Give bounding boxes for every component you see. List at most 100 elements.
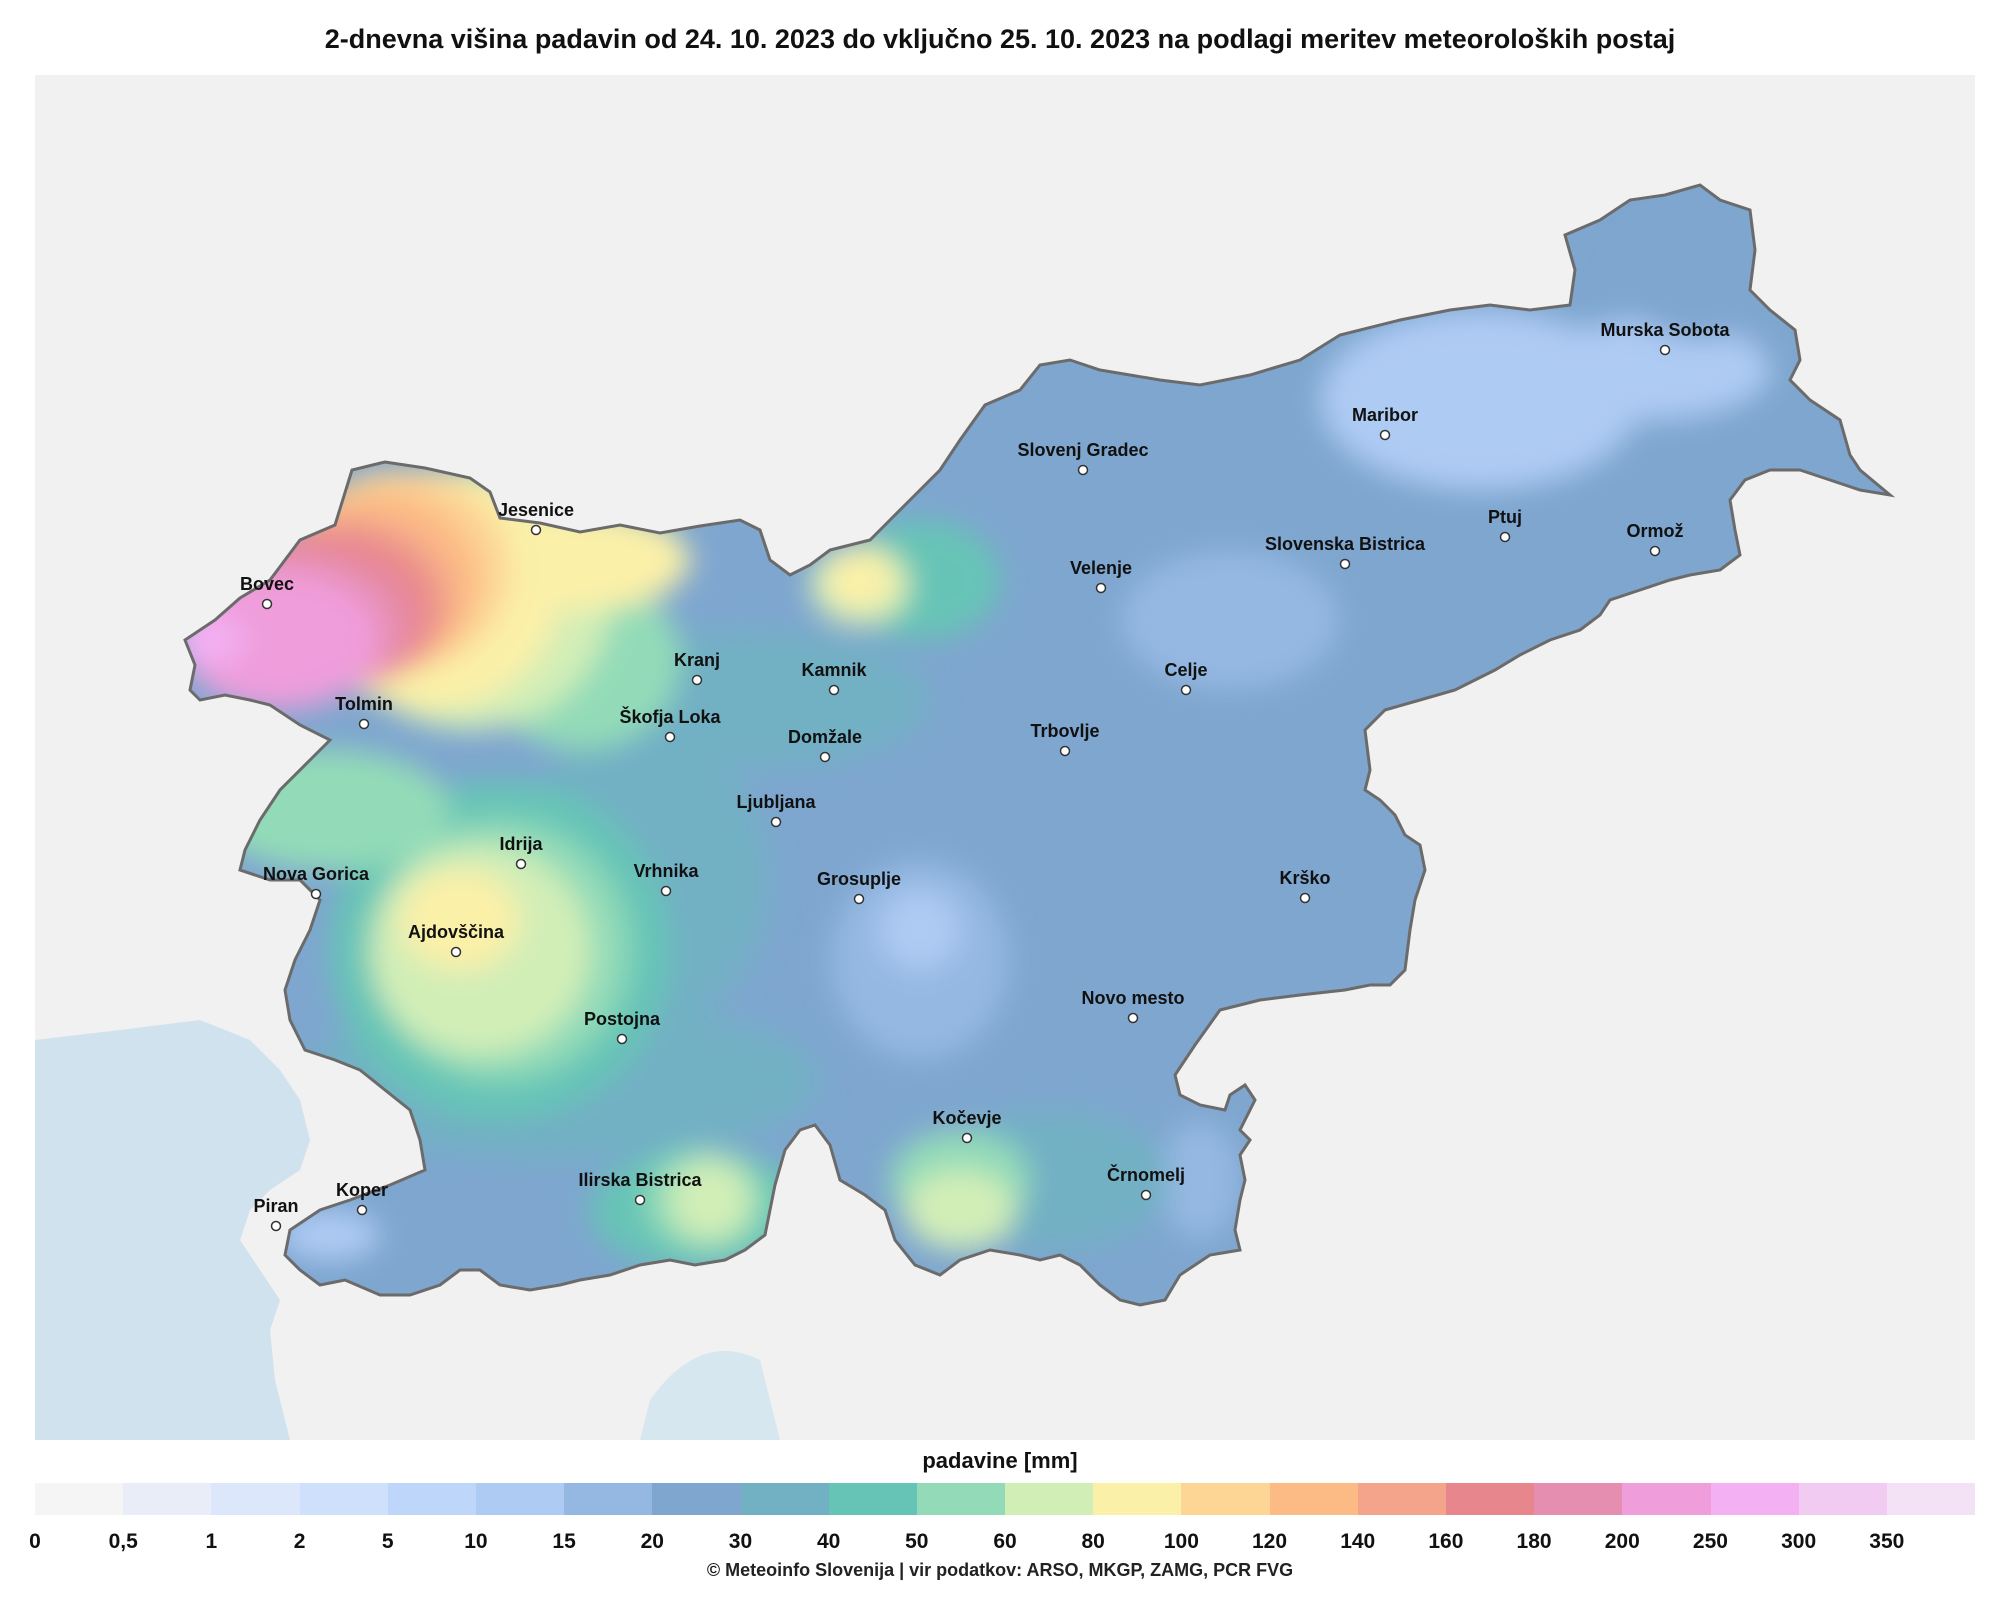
city-postojna[interactable]: Postojna xyxy=(584,1009,661,1045)
credits-text: © Meteoinfo Slovenija | vir podatkov: AR… xyxy=(706,1560,1294,1580)
city-vrhnika[interactable]: Vrhnika xyxy=(633,861,700,897)
city-label: Črnomelj xyxy=(1107,1164,1185,1185)
legend-tick-label: 180 xyxy=(1516,1530,1552,1553)
city-ormož[interactable]: Ormož xyxy=(1626,521,1684,557)
city-dot xyxy=(1659,344,1671,356)
legend-tick-label: 60 xyxy=(993,1530,1017,1553)
city-dot xyxy=(664,731,676,743)
city-label: Ljubljana xyxy=(736,792,816,812)
legend-swatch xyxy=(123,1483,212,1515)
city-label: Škofja Loka xyxy=(619,706,721,727)
city-koper[interactable]: Koper xyxy=(336,1180,388,1216)
city-label: Krško xyxy=(1279,868,1330,888)
city-grosuplje[interactable]: Grosuplje xyxy=(817,869,901,905)
legend-swatch xyxy=(1181,1483,1270,1515)
city-dot xyxy=(1095,582,1107,594)
city-bovec[interactable]: Bovec xyxy=(240,574,294,610)
city-jesenice[interactable]: Jesenice xyxy=(498,500,574,536)
legend-tick-label: 1 xyxy=(205,1530,218,1553)
city-label: Ptuj xyxy=(1488,507,1522,527)
city-dot xyxy=(828,684,840,696)
city-label: Kamnik xyxy=(801,660,867,680)
city-dot xyxy=(660,885,672,897)
city-ljubljana[interactable]: Ljubljana xyxy=(736,792,816,828)
legend-swatch xyxy=(1357,1483,1446,1515)
city-domžale[interactable]: Domžale xyxy=(788,727,862,763)
city-label: Maribor xyxy=(1352,405,1418,425)
city-dot xyxy=(1499,531,1511,543)
city-label: Jesenice xyxy=(498,500,574,520)
legend-swatch xyxy=(299,1483,388,1515)
city-label: Piran xyxy=(253,1196,298,1216)
city-label: Ormož xyxy=(1626,521,1683,541)
city-dot xyxy=(616,1033,628,1045)
city-dot xyxy=(261,598,273,610)
city-ilirska-bistrica[interactable]: Ilirska Bistrica xyxy=(578,1170,703,1206)
legend-tick-label: 15 xyxy=(552,1530,576,1553)
city-dot xyxy=(530,524,542,536)
city-dot xyxy=(1140,1189,1152,1201)
city-dot xyxy=(819,751,831,763)
legend-tick-labels: 0 0,5 1 2 5 10 15 20 30 40 50 60 80 100 120 140 160 180 20… xyxy=(29,1530,1975,1558)
city-slovenska-bistrica[interactable]: Slovenska Bistrica xyxy=(1265,534,1426,570)
legend-title: padavine [mm] xyxy=(922,1448,1078,1473)
city-kamnik[interactable]: Kamnik xyxy=(801,660,867,696)
city-škofja-loka[interactable]: Škofja Loka xyxy=(619,706,722,743)
city-label: Domžale xyxy=(788,727,862,747)
city-velenje[interactable]: Velenje xyxy=(1070,558,1132,594)
city-dot xyxy=(1059,745,1071,757)
city-celje[interactable]: Celje xyxy=(1164,660,1208,696)
legend-swatch xyxy=(652,1483,741,1515)
legend-tick-label: 2 xyxy=(293,1530,306,1553)
city-dot xyxy=(450,946,462,958)
city-label: Koper xyxy=(336,1180,388,1200)
city-slovenj-gradec[interactable]: Slovenj Gradec xyxy=(1017,440,1149,476)
precipitation-map[interactable]: Murska Sobota Maribor Slovenj Gradec Jeseni… xyxy=(35,75,1975,1440)
legend-tick-label: 160 xyxy=(1428,1530,1464,1553)
map-title: 2-dnevna višina padavin od 24. 10. 2023 … xyxy=(324,24,1676,54)
city-dot xyxy=(358,718,370,730)
city-ptuj[interactable]: Ptuj xyxy=(1488,507,1522,543)
city-piran[interactable]: Piran xyxy=(253,1196,299,1232)
city-črnomelj[interactable]: Črnomelj xyxy=(1107,1164,1185,1201)
city-dot xyxy=(1379,429,1391,441)
legend-swatch xyxy=(1093,1483,1182,1515)
city-idrija[interactable]: Idrija xyxy=(499,834,543,870)
legend-swatch xyxy=(387,1483,476,1515)
legend-tick-label: 0,5 xyxy=(108,1530,138,1553)
legend-swatch xyxy=(1446,1483,1535,1515)
legend-swatch xyxy=(1269,1483,1358,1515)
legend-color-bar xyxy=(35,1483,1976,1515)
city-label: Bovec xyxy=(240,574,294,594)
city-krško[interactable]: Krško xyxy=(1279,868,1331,904)
city-kranj[interactable]: Kranj xyxy=(674,650,720,686)
city-tolmin[interactable]: Tolmin xyxy=(335,694,393,730)
slovenia-border xyxy=(183,183,1896,1307)
city-dot xyxy=(1180,684,1192,696)
city-ajdovščina[interactable]: Ajdovščina xyxy=(408,922,505,958)
legend-swatch xyxy=(1622,1483,1711,1515)
legend-swatch xyxy=(740,1483,829,1515)
adriatic-sea xyxy=(35,1020,310,1440)
city-trbovlje[interactable]: Trbovlje xyxy=(1030,721,1100,757)
legend-tick-label: 5 xyxy=(381,1530,394,1553)
city-dot xyxy=(634,1194,646,1206)
city-nova-gorica[interactable]: Nova Gorica xyxy=(263,864,370,900)
city-dot xyxy=(1127,1012,1139,1024)
city-novo-mesto[interactable]: Novo mesto xyxy=(1081,988,1185,1024)
legend-swatch xyxy=(211,1483,300,1515)
city-dot xyxy=(691,674,703,686)
legend-tick-label: 50 xyxy=(905,1530,929,1553)
legend-swatch xyxy=(1710,1483,1799,1515)
lake-area xyxy=(640,1351,780,1440)
legend-tick-label: 140 xyxy=(1340,1530,1376,1553)
city-dot xyxy=(515,858,527,870)
legend-tick-label: 20 xyxy=(640,1530,664,1553)
city-murska-sobota[interactable]: Murska Sobota xyxy=(1600,320,1730,356)
city-kočevje[interactable]: Kočevje xyxy=(932,1108,1002,1144)
city-label: Novo mesto xyxy=(1081,988,1184,1008)
city-label: Murska Sobota xyxy=(1600,320,1730,340)
city-dot xyxy=(310,888,322,900)
city-maribor[interactable]: Maribor xyxy=(1352,405,1418,441)
legend-swatch xyxy=(475,1483,565,1515)
